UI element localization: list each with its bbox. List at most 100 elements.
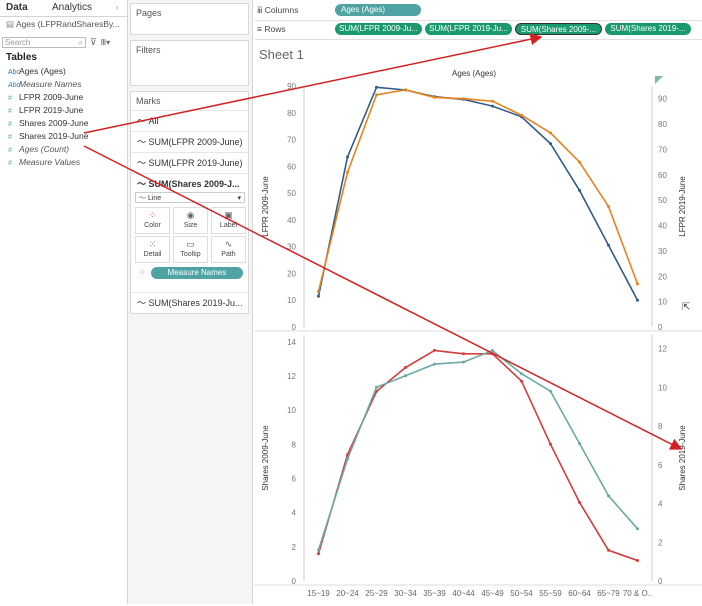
tab-analytics[interactable]: Analytics [52,2,93,13]
y-tick-left: 2 [292,543,297,552]
data-point [520,379,523,383]
search-input[interactable]: Search ⌕ [2,36,86,48]
marks-lfpr-2019[interactable]: 〜 SUM(LFPR 2019-June) [131,152,248,173]
field-item[interactable]: # LFPR 2009-June [0,91,127,104]
x-tick-label: 45~49 [481,589,504,598]
mark-type-select[interactable]: 〜 Line ▾ [135,192,245,203]
y-tick-right: 30 [658,247,667,256]
field-item[interactable]: AbcMeasure Names [0,78,127,91]
data-pane: Data Analytics ‹ ▤ Ages (LFPRandSharesBy… [0,0,128,604]
columns-label-text: Columns [264,5,299,15]
data-point [549,142,552,146]
rows-pill-lfpr-2019[interactable]: SUM(LFPR 2019-Ju... [425,23,512,35]
marks-shares-2009-label: SUM(Shares 2009-J... [148,179,240,189]
field-label: Ages (Count) [19,144,70,154]
field-item[interactable]: # Shares 2019-June [0,130,127,143]
data-point [462,97,465,101]
y-tick-left: 10 [287,296,296,305]
tooltip-button[interactable]: ▭ Tooltip [173,236,208,263]
tooltip-icon: ▭ [186,239,195,249]
y-tick-right: 0 [658,323,663,332]
field-item[interactable]: # Ages (Count) [0,143,127,156]
data-point [375,385,378,389]
line-icon: 〜 [137,158,149,168]
search-row: Search ⌕ ⊽ Ⅲ▾ [2,36,125,48]
pages-card[interactable]: Pages [130,3,249,35]
dimension-icon: Abc [8,69,21,76]
y-tick-left: 40 [287,216,296,225]
marks-lfpr-2009[interactable]: 〜 SUM(LFPR 2009-June) [131,131,248,152]
rows-pill-shares-2019[interactable]: SUM(Shares 2019-... [605,23,691,35]
x-tick-label: 40~44 [452,589,475,598]
rows-pill-lfpr-2009[interactable]: SUM(LFPR 2009-Ju... [335,23,422,35]
field-item[interactable]: AbcAges (Ages) [0,65,127,78]
rows-label-text: Rows [264,24,286,34]
y-tick-left: 60 [287,162,296,171]
data-point [433,95,436,99]
field-item[interactable]: # Measure Values [0,156,127,169]
path-button[interactable]: ∿ Path [211,236,246,263]
y-tick-right: 2 [658,538,663,547]
x-tick-label: 20~24 [336,589,359,598]
data-point [462,352,465,356]
line-icon: 〜 [137,116,149,126]
y-tick-left: 6 [292,475,297,484]
dual-axis-line-charts[interactable]: Sheet 1 Ages (Ages) 01020304050607080900… [254,40,702,604]
y-tick-left: 50 [287,189,296,198]
color-button[interactable]: ⁘ Color [135,207,170,234]
collapse-icon[interactable]: ‹ [116,3,119,12]
data-point [578,500,581,504]
field-item[interactable]: # LFPR 2019-June [0,104,127,117]
label-button[interactable]: ▣ Label [211,207,246,234]
line-icon: 〜 [137,137,149,147]
column-header: Ages (Ages) [452,69,496,78]
cursor-icon: ⇱ [682,302,690,313]
data-point [578,188,581,192]
y-tick-right: 4 [658,500,663,509]
measure-names-pill[interactable]: Measure Names [151,267,243,279]
data-point [404,366,407,369]
data-point [375,85,378,89]
columns-shelf: ⅲ Columns Ages (Ages) [255,2,702,21]
columns-pill-ages[interactable]: Ages (Ages) [335,4,421,16]
label-icon: ▣ [224,210,233,220]
marks-shares-2019[interactable]: 〜 SUM(Shares 2019-Ju... [131,292,248,313]
marks-all-label: All [148,116,159,126]
field-label: Measure Names [19,79,82,89]
mark-type-value: Line [147,195,162,202]
size-label: Size [183,222,198,229]
field-label: Shares 2009-June [19,118,89,128]
data-point [607,494,610,498]
y-tick-left: 80 [287,109,296,118]
y-tick-right: 80 [658,120,667,129]
marks-all[interactable]: 〜 All [131,110,248,131]
y-tick-right: 70 [658,145,667,154]
y-tick-left: 30 [287,243,296,252]
detail-button[interactable]: ⁙ Detail [135,236,170,263]
measure-icon: # [8,108,12,115]
data-point [520,372,523,376]
filters-card[interactable]: Filters [130,40,249,86]
filters-title: Filters [136,45,161,55]
search-placeholder: Search [5,37,31,47]
data-point [346,457,349,461]
color-icon: ⁘ [148,210,157,220]
rows-pill-shares-2009[interactable]: SUM(Shares 2009-... [515,23,602,35]
marks-lfpr-2009-label: SUM(LFPR 2009-June) [148,137,243,147]
y-tick-right: 0 [658,577,663,586]
y-tick-right: 12 [658,345,667,354]
rows-shelf: ≡ Rows SUM(LFPR 2009-Ju... SUM(LFPR 2019… [255,21,702,40]
marks-shares-2009[interactable]: 〜 SUM(Shares 2009-J... [131,173,248,194]
tab-data[interactable]: Data [6,2,28,13]
line-icon: 〜 [137,179,149,189]
size-button[interactable]: ◉ Size [173,207,208,234]
search-icon: ⌕ [78,37,83,47]
field-item[interactable]: # Shares 2009-June [0,117,127,130]
y-tick-left: 90 [287,82,296,91]
y-tick-right: 40 [658,222,667,231]
datasource-item[interactable]: ▤ Ages (LFPRandSharesBy... [0,17,127,32]
view-toggle-icon[interactable]: Ⅲ▾ [100,37,111,47]
data-point [578,442,581,445]
filter-icon[interactable]: ⊽ [90,36,97,47]
data-point [549,442,552,446]
